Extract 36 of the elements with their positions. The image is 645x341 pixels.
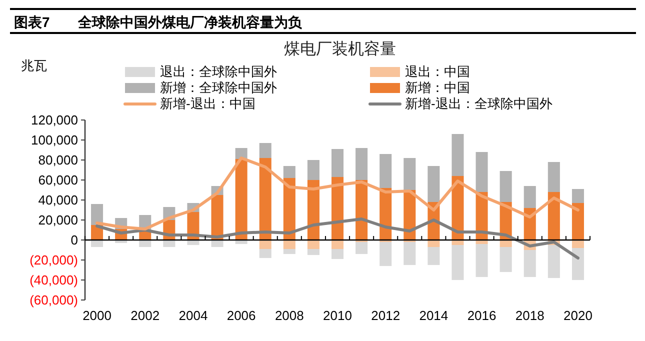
xtick: 2000 — [82, 308, 112, 323]
subtitle: 煤电厂装机容量 — [284, 41, 396, 58]
ytick: 60,000 — [38, 172, 78, 188]
ytick: (60,000) — [30, 292, 78, 308]
ytick: 20,000 — [38, 212, 78, 228]
legend-label: 新增：全球除中国外 — [160, 80, 277, 95]
legend-item: 新增-退出：中国 — [124, 96, 256, 111]
xtick: 2006 — [226, 308, 256, 323]
ytick: (20,000) — [30, 252, 78, 268]
ytick: 120,000 — [31, 112, 78, 128]
xtick: 2020 — [564, 308, 592, 323]
title: 图表7 全球除中国外煤电厂净装机容量为负 — [14, 14, 302, 30]
xtick: 2008 — [274, 308, 304, 323]
legend-label: 退出：全球除中国外 — [160, 64, 277, 79]
ytick: 40,000 — [38, 192, 78, 208]
legend-item: 新增-退出：全球除中国外 — [368, 96, 552, 111]
xtick: 2014 — [419, 308, 448, 323]
ytick: 80,000 — [38, 152, 78, 168]
legend-label: 新增-退出：全球除中国外 — [405, 96, 552, 111]
legend-item: 退出：中国 — [370, 64, 470, 79]
ytick: (40,000) — [30, 272, 78, 288]
xtick: 2004 — [178, 308, 208, 323]
legend-item: 新增：中国 — [370, 80, 470, 95]
ylabel: 兆瓦 — [21, 58, 47, 73]
legend-label: 新增：中国 — [405, 80, 470, 95]
xtick: 2012 — [371, 308, 400, 323]
xtick: 2016 — [467, 308, 496, 323]
xtick: 2010 — [323, 308, 352, 323]
xtick: 2002 — [130, 308, 160, 323]
xtick: 2018 — [515, 308, 544, 323]
legend-label: 新增-退出：中国 — [160, 96, 256, 111]
ytick: 100,000 — [31, 132, 78, 148]
ytick: 0 — [70, 232, 78, 248]
legend-item: 新增：全球除中国外 — [125, 80, 277, 95]
legend-item: 退出：全球除中国外 — [125, 64, 277, 79]
legend-label: 退出：中国 — [405, 64, 470, 79]
